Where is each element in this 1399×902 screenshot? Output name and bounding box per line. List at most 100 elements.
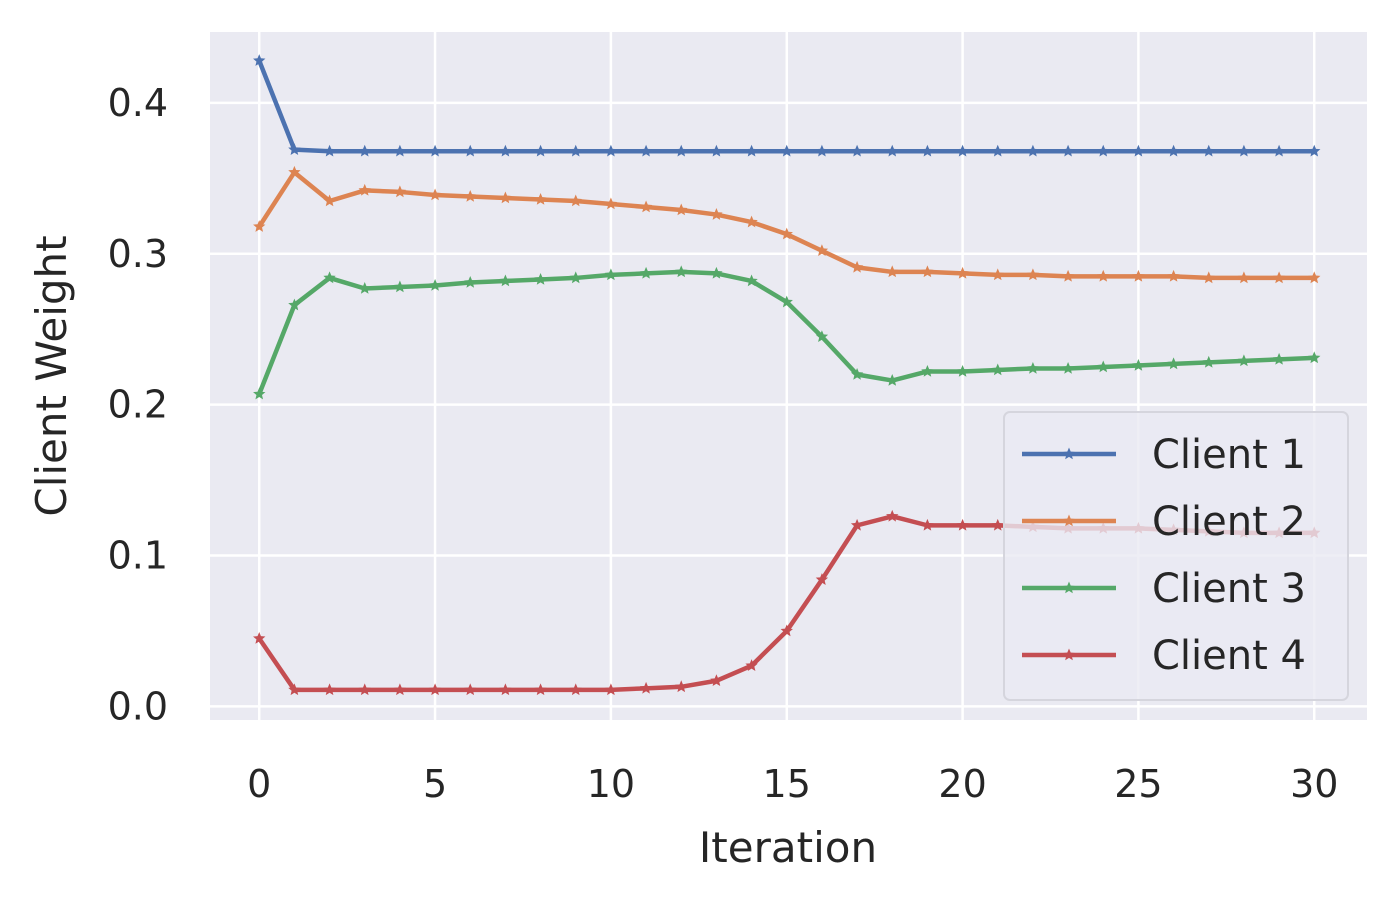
data-point	[428, 188, 442, 201]
data-point	[253, 632, 266, 644]
data-point	[428, 278, 442, 291]
data-point	[393, 185, 407, 198]
data-point	[604, 144, 618, 157]
data-point	[1308, 144, 1321, 157]
data-point	[886, 374, 899, 386]
legend-label: Client 2	[1152, 499, 1306, 545]
legend-label: Client 4	[1152, 633, 1306, 679]
data-point	[991, 268, 1004, 281]
legend-box	[1003, 411, 1349, 701]
data-point	[464, 189, 477, 202]
data-point	[534, 192, 547, 205]
data-point	[393, 280, 407, 293]
data-point	[428, 683, 442, 696]
data-point	[1308, 351, 1321, 364]
data-point	[1237, 271, 1251, 284]
data-point	[745, 274, 758, 287]
data-point	[253, 220, 266, 232]
data-point	[288, 143, 301, 155]
x-tick-label: 15	[763, 762, 811, 806]
y-tick-label: 0.1	[108, 534, 168, 578]
data-point	[569, 194, 582, 207]
data-point	[534, 683, 547, 696]
data-point	[850, 367, 864, 380]
data-point	[639, 144, 653, 157]
data-point	[921, 265, 934, 278]
data-point	[1237, 354, 1251, 367]
data-point	[569, 683, 582, 696]
data-point	[991, 363, 1004, 376]
data-point	[745, 659, 758, 671]
data-point	[464, 144, 477, 157]
data-point	[1061, 361, 1075, 374]
data-point	[323, 144, 336, 157]
data-point	[1202, 355, 1215, 368]
data-point	[710, 266, 723, 279]
x-axis-label: Iteration	[699, 823, 877, 872]
data-point	[710, 208, 723, 220]
data-point	[956, 266, 969, 279]
data-point	[1132, 269, 1145, 282]
data-point	[1272, 271, 1286, 284]
data-point	[1237, 144, 1251, 157]
y-axis-label: Client Weight	[27, 235, 76, 516]
data-point	[1202, 271, 1215, 284]
data-point	[639, 266, 653, 279]
data-point	[675, 680, 688, 693]
x-tick-label: 25	[1114, 762, 1162, 806]
data-point	[1272, 144, 1286, 157]
data-point	[358, 144, 371, 157]
data-point	[604, 197, 618, 210]
data-point	[1202, 144, 1215, 157]
legend-label: Client 3	[1152, 566, 1306, 612]
data-point	[499, 274, 512, 287]
data-point	[921, 364, 934, 377]
x-tick-label: 0	[247, 762, 271, 806]
data-point	[745, 215, 758, 228]
data-point	[886, 265, 899, 278]
data-point	[710, 674, 723, 687]
y-tick-label: 0.2	[108, 383, 168, 427]
legend-item: Client 3	[1022, 566, 1306, 612]
data-point	[1167, 269, 1180, 282]
data-point	[850, 260, 864, 273]
data-point	[393, 144, 407, 157]
data-point	[815, 144, 829, 157]
data-point	[569, 144, 582, 157]
data-point	[850, 144, 864, 157]
data-point	[1061, 269, 1075, 282]
data-point	[323, 194, 336, 207]
data-point	[956, 144, 969, 157]
data-point	[499, 683, 512, 696]
data-point	[815, 330, 829, 343]
data-point	[956, 364, 969, 377]
data-point	[358, 281, 371, 294]
data-point	[956, 518, 969, 531]
data-point	[464, 683, 477, 696]
data-point	[534, 272, 547, 285]
data-point	[604, 683, 618, 696]
data-point	[358, 183, 371, 196]
data-point	[499, 144, 512, 157]
data-point	[886, 509, 899, 522]
data-point	[991, 518, 1004, 531]
x-tick-label: 10	[587, 762, 635, 806]
y-tick-labels: 0.0 0.1 0.2 0.3 0.4	[108, 81, 168, 729]
data-point	[1097, 144, 1110, 157]
data-point	[780, 144, 793, 157]
data-point	[675, 144, 688, 157]
data-point	[1272, 352, 1286, 365]
data-point	[710, 144, 723, 157]
data-point	[815, 573, 829, 585]
data-point	[1308, 271, 1321, 284]
legend-item: Client 1	[1022, 432, 1306, 478]
x-tick-label: 20	[938, 762, 986, 806]
data-point	[1026, 144, 1040, 157]
data-point	[1167, 357, 1180, 370]
data-point	[569, 271, 582, 284]
legend: Client 1 Client 2 Client 3 Client 4	[1003, 411, 1349, 701]
data-point	[1026, 361, 1040, 374]
legend-marker	[1062, 447, 1076, 460]
data-point	[639, 681, 653, 694]
